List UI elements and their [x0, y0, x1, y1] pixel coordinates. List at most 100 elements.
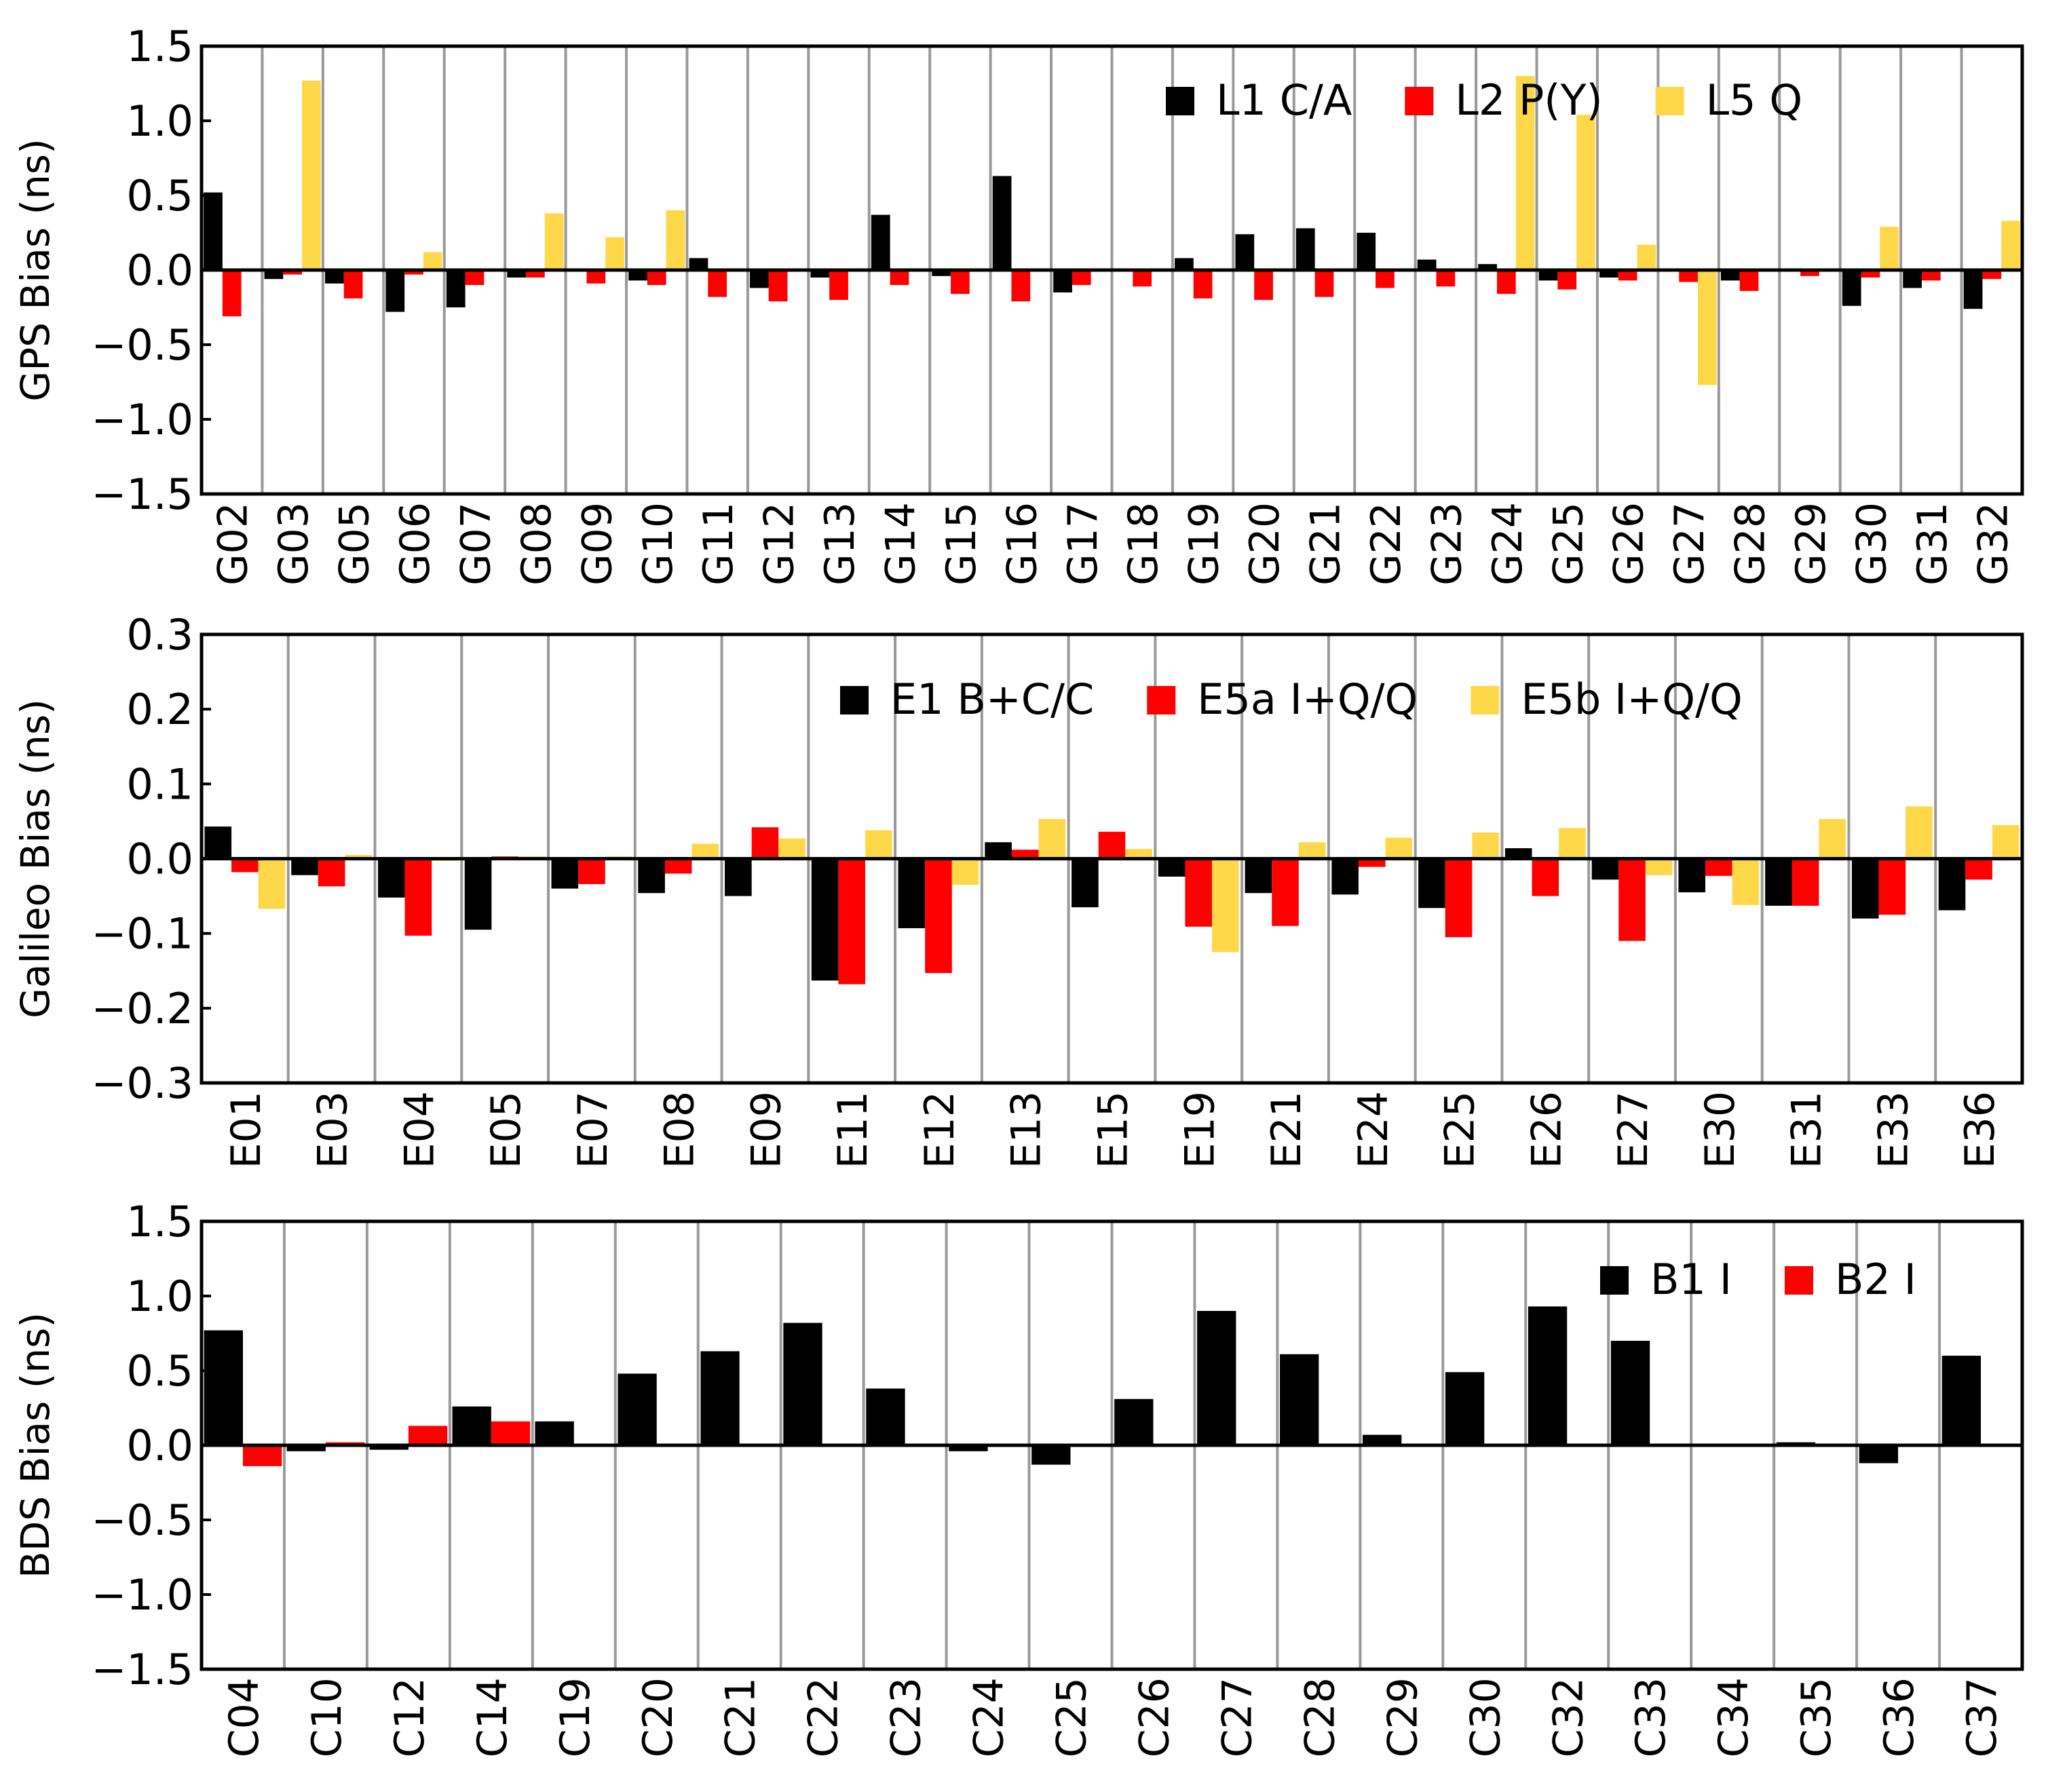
bar-e24-series-1 [1331, 858, 1359, 895]
bar-e03-series-2 [318, 858, 345, 887]
bar-g09-series-3 [605, 237, 624, 270]
bar-g32-series-3 [2001, 221, 2020, 270]
bar-e30-series-1 [1678, 858, 1706, 893]
bar-g03-series-3 [302, 80, 321, 270]
bar-e15-series-1 [1072, 858, 1099, 908]
bar-e03-series-1 [291, 858, 318, 875]
x-tick-label-c22: C22 [800, 1677, 848, 1757]
bar-e08-series-2 [664, 858, 692, 874]
bar-g16-series-2 [1011, 270, 1031, 302]
x-tick-label-c12: C12 [386, 1677, 434, 1757]
x-tick-label-c04: C04 [221, 1677, 268, 1757]
legend-swatch [1471, 686, 1500, 714]
bar-g24-series-3 [1515, 76, 1535, 270]
y-tick-label: −1.0 [91, 1570, 193, 1620]
x-tick-label-g15: G15 [938, 502, 985, 586]
x-tick-label-e08: E08 [656, 1091, 704, 1168]
bar-c20-series-1 [618, 1373, 657, 1445]
bar-g07-series-2 [465, 270, 485, 285]
bar-e09-series-2 [751, 827, 779, 859]
legend-swatch [1405, 87, 1434, 115]
bar-e24-series-2 [1358, 858, 1386, 867]
x-tick-label-e19: E19 [1176, 1091, 1224, 1168]
bar-g29-series-2 [1800, 270, 1819, 276]
bar-g23-series-1 [1417, 259, 1437, 270]
bar-e12-series-2 [925, 858, 952, 974]
bar-e12-series-3 [951, 858, 979, 885]
bar-g24-series-2 [1496, 270, 1516, 294]
bar-g03-series-2 [283, 270, 303, 275]
bar-g14-series-1 [871, 214, 890, 270]
bar-e15-series-3 [1125, 849, 1152, 859]
bar-g24-series-1 [1478, 264, 1497, 270]
x-tick-label-c28: C28 [1296, 1677, 1344, 1757]
bar-e33-series-1 [1851, 858, 1879, 919]
bar-c24-series-1 [949, 1445, 988, 1451]
y-tick-label: 0.0 [126, 1421, 193, 1470]
legend-label: L1 C/A [1216, 75, 1352, 125]
panel-3: 1.5 1.0 0.5 0.0 −0.5 −1.0 −1.5 BDS Bias (ns) C04… [12, 1197, 2024, 1757]
bar-g06-series-2 [404, 270, 423, 275]
bar-c14-series-2 [491, 1421, 531, 1445]
bar-e01-series-2 [231, 858, 259, 873]
bar-e04-series-2 [404, 858, 432, 936]
x-tick-label-g30: G30 [1848, 502, 1895, 586]
bar-g22-series-2 [1376, 270, 1395, 288]
bar-g31-series-2 [1921, 270, 1941, 281]
bar-e25-series-2 [1445, 858, 1473, 938]
bar-g26-series-2 [1618, 270, 1637, 281]
bar-e27-series-3 [1645, 858, 1673, 875]
bar-g26-series-1 [1599, 270, 1618, 278]
x-tick-label-e25: E25 [1437, 1091, 1484, 1168]
bar-g30-series-2 [1861, 270, 1880, 278]
x-tick-label-c36: C36 [1876, 1677, 1923, 1757]
bar-g13-series-1 [810, 270, 830, 278]
x-tick-label-g25: G25 [1544, 502, 1592, 586]
bar-g30-series-1 [1842, 270, 1861, 306]
bar-e12-series-1 [898, 858, 926, 928]
legend-label: B2 I [1835, 1255, 1916, 1304]
bar-g09-series-2 [586, 270, 606, 284]
bar-e31-series-2 [1791, 858, 1819, 906]
bar-g28-series-2 [1739, 270, 1759, 291]
bar-g10-series-3 [666, 210, 685, 270]
y-tick-label: −0.2 [91, 984, 193, 1033]
x-tick-label-c14: C14 [469, 1677, 516, 1757]
x-tick-label-g18: G18 [1120, 502, 1167, 586]
bar-e13-series-1 [985, 842, 1012, 859]
bar-c33-series-1 [1610, 1341, 1650, 1445]
x-tick-label-e27: E27 [1610, 1091, 1657, 1168]
y-tick-label: 0.5 [126, 1346, 193, 1396]
panel-1: 1.5 1.0 0.5 0.0 −0.5 −1.0 −1.5 GPS Bias (ns) G02… [12, 22, 2024, 586]
bar-e03-series-3 [345, 854, 373, 859]
legend: B1 I B2 I [1600, 1255, 1916, 1304]
y-tick-label: 0.0 [126, 246, 193, 295]
bar-g23-series-2 [1436, 270, 1456, 287]
x-tick-label-g24: G24 [1484, 502, 1532, 586]
bar-c27-series-1 [1197, 1311, 1236, 1445]
bar-e33-series-2 [1878, 858, 1906, 915]
bar-g03-series-1 [264, 270, 284, 280]
bar-g20-series-1 [1235, 234, 1255, 270]
bar-e01-series-3 [258, 858, 286, 909]
x-tick-label-c34: C34 [1710, 1677, 1758, 1757]
y-axis-title: Galileo Bias (ns) [12, 699, 58, 1018]
bar-e25-series-1 [1418, 858, 1445, 909]
x-tick-label-c33: C33 [1627, 1677, 1675, 1757]
x-tick-label-e01: E01 [223, 1091, 270, 1168]
bar-e27-series-1 [1591, 858, 1619, 880]
y-axis-title: BDS Bias (ns) [12, 1312, 58, 1578]
bar-c29-series-1 [1363, 1434, 1402, 1445]
bar-g22-series-1 [1357, 233, 1376, 270]
bar-e24-series-3 [1385, 837, 1413, 859]
x-tick-label-g12: G12 [756, 502, 803, 586]
y-tick-label: −0.3 [91, 1059, 193, 1108]
x-tick-label-e26: E26 [1523, 1091, 1570, 1168]
x-tick-label-g09: G09 [573, 502, 621, 586]
bar-c21-series-1 [700, 1351, 740, 1445]
x-tick-label-e36: E36 [1956, 1091, 2004, 1168]
legend-label: E5b I+Q/Q [1521, 674, 1742, 724]
bar-g32-series-2 [1982, 270, 2002, 280]
x-tick-label-g21: G21 [1302, 502, 1350, 586]
